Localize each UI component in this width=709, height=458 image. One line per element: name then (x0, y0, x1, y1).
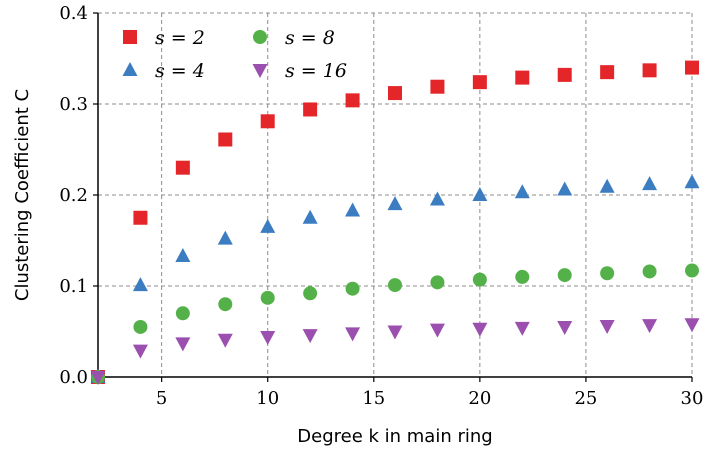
data-point (345, 202, 361, 217)
x-tick-label: 10 (256, 388, 279, 409)
data-point (302, 329, 318, 344)
data-point (345, 281, 360, 296)
data-point (514, 321, 530, 336)
data-point (132, 277, 148, 292)
x-tick-label: 5 (156, 388, 167, 409)
legend-item: s = 2 (123, 27, 205, 49)
data-point (642, 264, 657, 279)
data-point (515, 70, 530, 85)
data-point (302, 209, 318, 224)
legend-marker (252, 64, 268, 78)
data-point (303, 286, 318, 301)
legend-item: s = 16 (252, 60, 347, 82)
data-point (388, 86, 402, 101)
data-point (515, 269, 530, 284)
data-point (557, 181, 573, 196)
data-point (345, 327, 361, 342)
legend-label: s = 16 (285, 60, 347, 82)
x-tick-label: 20 (468, 388, 491, 409)
series-2 (90, 174, 700, 383)
y-tick-label: 0.0 (59, 367, 88, 388)
data-point (557, 268, 572, 283)
data-point (472, 187, 488, 201)
data-points (90, 60, 700, 385)
legend-marker (253, 30, 267, 44)
data-point (430, 275, 445, 290)
data-point (557, 67, 572, 82)
data-point (345, 93, 360, 108)
legend-label: s = 4 (155, 60, 205, 82)
legend-label: s = 2 (155, 27, 205, 49)
data-point (132, 344, 148, 359)
data-point (600, 65, 615, 80)
data-point (175, 337, 191, 352)
data-point (90, 371, 106, 385)
data-point (217, 333, 233, 348)
data-point (217, 230, 233, 245)
legend: s = 2 s = 4 s = 8 s = 16 (122, 27, 347, 82)
legend-marker (122, 62, 138, 76)
data-point (218, 297, 233, 312)
data-point (260, 218, 276, 233)
data-point (430, 79, 445, 94)
data-point (472, 75, 487, 90)
legend-marker (123, 30, 137, 44)
legend-item: s = 4 (122, 60, 205, 82)
data-point (599, 320, 615, 335)
data-point (642, 63, 657, 78)
data-point (260, 330, 276, 345)
data-point (429, 191, 445, 206)
data-point (175, 160, 190, 175)
data-point (303, 102, 318, 117)
data-point (684, 174, 700, 189)
y-tick-label: 0.2 (59, 185, 88, 206)
data-point (642, 176, 658, 191)
data-point (685, 263, 699, 278)
data-point (685, 60, 699, 75)
data-point (557, 320, 573, 335)
data-point (387, 196, 403, 211)
data-point (218, 132, 233, 147)
data-point (133, 319, 148, 334)
data-point (175, 247, 191, 262)
x-tick-label: 25 (574, 388, 597, 409)
data-point (387, 325, 403, 340)
y-axis-label: Clustering Coefficient C (12, 89, 33, 301)
data-point (642, 319, 658, 334)
y-tick-label: 0.4 (59, 3, 88, 24)
data-point (175, 306, 190, 321)
legend-label: s = 8 (285, 27, 335, 49)
legend-item: s = 8 (253, 27, 335, 49)
data-point (260, 114, 275, 129)
data-point (599, 178, 615, 193)
data-point (472, 272, 487, 287)
series-4 (90, 318, 700, 385)
y-tick-label: 0.1 (59, 276, 88, 297)
data-point (472, 322, 488, 337)
ticks: 5 10 15 20 25 30 0.0 0.1 0.2 0.3 0.4 (59, 3, 703, 409)
data-point (684, 318, 700, 333)
x-tick-label: 15 (362, 388, 385, 409)
x-axis-label: Degree k in main ring (297, 426, 492, 447)
data-point (388, 278, 402, 293)
x-tick-label: 30 (681, 388, 704, 409)
data-point (429, 323, 445, 338)
data-point (133, 210, 148, 225)
data-point (514, 184, 530, 199)
y-tick-label: 0.3 (59, 94, 88, 115)
data-point (260, 290, 275, 305)
data-point (600, 266, 615, 281)
